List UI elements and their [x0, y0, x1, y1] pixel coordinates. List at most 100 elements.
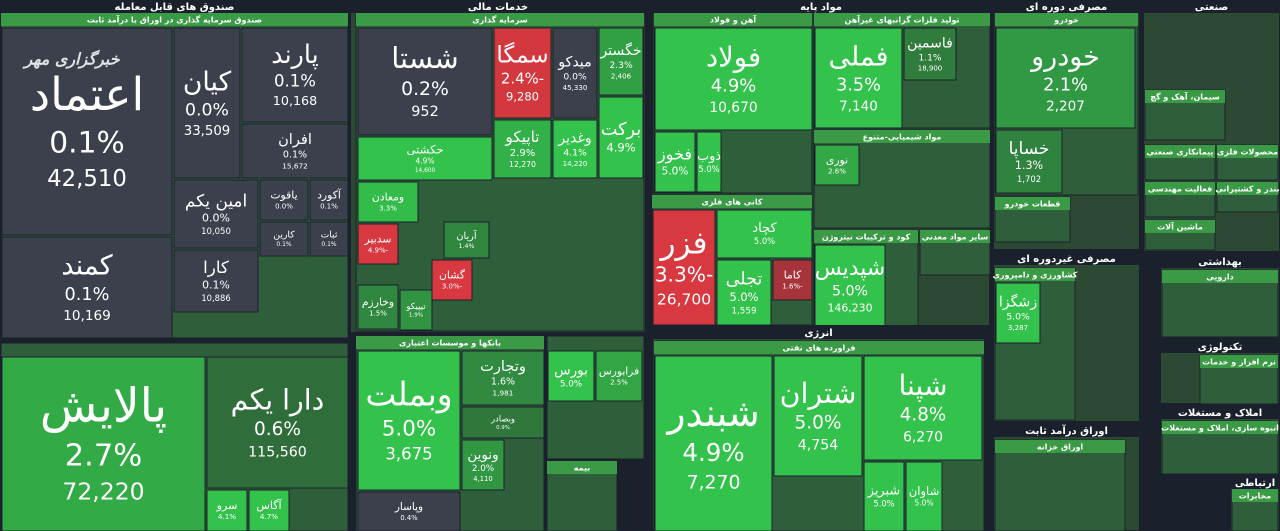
tile [206, 356, 349, 489]
tile-change: 2.6% [828, 167, 846, 175]
tile-change: 0.4% [400, 514, 418, 522]
group-header [995, 440, 1125, 453]
tile-name: تجلی [726, 269, 763, 289]
tile-name: وپاسار [394, 501, 423, 513]
tile-name: سرو [216, 499, 238, 512]
group-header [814, 230, 918, 243]
tile [654, 355, 773, 531]
tile-change: 4.8% [900, 405, 946, 426]
tile-change: 4.7% [260, 512, 278, 521]
tile-change: 1.9% [409, 313, 423, 319]
tile-change: 0.1% [65, 285, 110, 305]
group-title: مخابرات [1239, 492, 1272, 501]
sector-header [1160, 255, 1280, 268]
tile [995, 27, 1136, 129]
tile [173, 249, 259, 313]
tile-volume: 42,510 [47, 166, 127, 192]
tile-name: پارند [271, 39, 318, 69]
tile-volume: 9,280 [506, 90, 539, 104]
tile-name: برکت [601, 120, 641, 140]
tile-volume: 12,270 [509, 160, 536, 169]
tile-volume: 2,207 [1046, 98, 1085, 114]
group [994, 439, 1126, 531]
tile-change: 0.0% [202, 212, 230, 225]
group-header [1145, 220, 1215, 233]
group-title: سایر مواد معدنی [922, 233, 989, 242]
tile [357, 491, 461, 531]
tile-name: وخارزم [362, 295, 394, 308]
sector-header [993, 424, 1140, 437]
tile-name: امین یکم [185, 190, 247, 211]
tile [654, 131, 696, 193]
tile-change: 5.0% [1006, 311, 1030, 322]
tile-change: 0.0% [275, 202, 293, 210]
tile [1, 356, 206, 531]
tile-change: 0.0% [563, 71, 587, 82]
tile-name: ومعادن [372, 190, 404, 203]
group-header [356, 13, 644, 26]
tile-name: اعتماد [30, 68, 144, 121]
tile-volume: 14,600 [415, 168, 436, 174]
tile [863, 461, 905, 531]
tile-volume: 952 [411, 104, 438, 120]
tile-name: شستا [391, 41, 459, 75]
tile [493, 27, 552, 119]
tile-name: شتران [780, 377, 857, 410]
tile-change: 1.3% [1015, 159, 1043, 172]
tile-change: 5.0% [382, 416, 436, 441]
group-header [1145, 182, 1215, 195]
tile [863, 355, 983, 461]
group-title: سرمایه گذاری [472, 15, 528, 25]
tile-change: -3.0% [442, 282, 463, 290]
group-title: آهن و فولاد [710, 15, 757, 25]
group-title: پیمانکاری صنعتی [1147, 148, 1214, 157]
tile-name: کچاد [752, 221, 777, 236]
tile [173, 179, 259, 249]
group-header [1200, 355, 1278, 368]
tile [814, 144, 860, 186]
tile-change: 0.1% [202, 279, 230, 292]
group-title: کانی های فلزی [701, 198, 762, 207]
sector-header [1230, 476, 1280, 489]
tile-volume: 7,270 [686, 472, 740, 494]
tile [716, 209, 813, 259]
tile-name: گشان [439, 268, 466, 281]
tile-change: 2.1% [1043, 75, 1088, 95]
tile-volume: 6,270 [903, 429, 943, 445]
sector-header [1160, 340, 1280, 353]
group-header [814, 130, 990, 143]
tile-name: شپدیس [815, 256, 885, 281]
group-title: سیمان، آهک و گچ [1150, 92, 1220, 102]
tile-change: 2.7% [65, 438, 143, 473]
tile [716, 259, 772, 326]
group-title: ماشین آلات [1157, 222, 1203, 232]
tile-name: کمند [61, 251, 112, 282]
tile-name: شبریز [867, 484, 901, 499]
tile-change: 5.0% [873, 499, 894, 509]
tile-name: حکشتی [406, 142, 443, 156]
tile [547, 350, 595, 402]
tile-volume: 10,169 [63, 308, 111, 324]
tile-change: -2.4% [501, 69, 544, 87]
tile-change: 4.1% [218, 512, 236, 521]
group-title: نرم افزار و خدمات [1202, 358, 1276, 367]
sector-title: مواد پایه [800, 2, 842, 13]
sector-header [993, 252, 1140, 265]
tile [357, 27, 493, 136]
tile-volume: 3,675 [385, 444, 432, 463]
group-title: کود و ترکیبات نیتروژن [822, 233, 911, 242]
tile-volume: 15,672 [282, 161, 308, 170]
tile [1, 27, 173, 236]
tile-change: -1.6% [782, 282, 803, 290]
sector-title: اوراق درآمد ثابت [1025, 424, 1108, 437]
group-title: محصولات فلزی [1217, 148, 1278, 157]
tile-name: میدکو [557, 54, 591, 70]
tile-change: 3.3% [379, 204, 397, 212]
tile-change: 5.0% [832, 283, 868, 299]
tile [773, 355, 863, 477]
group-title: صندوق سرمایه گذاری در اوراق با درآمد ثاب… [87, 15, 263, 25]
tile-change: 0.1% [274, 71, 316, 90]
tile-name: کاما [784, 268, 802, 281]
group-header [1162, 270, 1278, 283]
